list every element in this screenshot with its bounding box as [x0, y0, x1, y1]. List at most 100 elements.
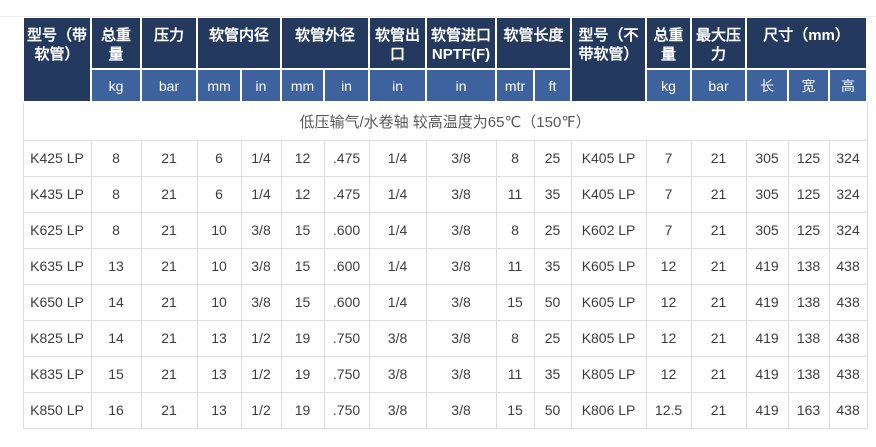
cell: 3/8	[425, 139, 497, 177]
col-header-hose-length: 软管长度	[495, 16, 573, 70]
col-header-hose-outer-diameter: 软管外径	[280, 16, 371, 70]
cell: 163	[787, 391, 830, 429]
cell: K806 LP	[570, 391, 647, 429]
cell: .600	[323, 283, 370, 321]
cell: 12	[645, 355, 692, 393]
cell: 438	[828, 391, 868, 429]
cell: 12.5	[645, 391, 692, 429]
cell: 19	[280, 355, 325, 393]
unit-ft: ft	[533, 68, 573, 103]
cell: 1/2	[240, 391, 282, 429]
cell: 21	[140, 247, 198, 285]
header-row-units: kg bar mm in mm in in in mtr ft kg bar 长…	[23, 68, 869, 103]
cell: 21	[690, 283, 747, 321]
cell: 14	[90, 319, 142, 357]
unit-kg-2: kg	[645, 68, 693, 103]
unit-width: 宽	[787, 68, 831, 103]
cell: 11	[495, 355, 535, 393]
cell: 6	[196, 139, 242, 177]
col-header-dimensions: 尺寸（mm）	[745, 16, 869, 70]
cell: 12	[280, 175, 325, 213]
unit-mm-id: mm	[196, 68, 242, 103]
cell: K650 LP	[22, 283, 92, 321]
cell: 21	[690, 247, 747, 285]
col-header-model-without-hose: 型号（不带软管）	[570, 16, 648, 103]
cell: K850 LP	[22, 391, 92, 429]
cell: 16	[90, 391, 142, 429]
unit-length: 长	[745, 68, 790, 103]
cell: K605 LP	[570, 283, 647, 321]
cell: .600	[323, 247, 370, 285]
cell: 12	[645, 319, 692, 357]
cell: 125	[787, 175, 830, 213]
banner-row: 低压输气/水卷轴 较高温度为65℃（150℉）	[22, 102, 868, 141]
cell: 13	[90, 247, 142, 285]
spec-table-body: 低压输气/水卷轴 较高温度为65℃（150℉） K425 LP 8 21 6 1/4 12…	[22, 102, 868, 429]
cell: 19	[280, 319, 325, 357]
cell: 3/8	[425, 319, 497, 357]
cell: 1/4	[240, 139, 282, 177]
cell: 1/4	[368, 211, 427, 249]
cell: 35	[533, 355, 572, 393]
cell: 6	[196, 175, 242, 213]
cell: 13	[196, 355, 242, 393]
table-row: K850 LP 16 21 13 1/2 19.750 3/8 3/8 15 50 K806 LP 1…	[22, 391, 868, 429]
cell: K625 LP	[22, 211, 92, 249]
cell: 21	[690, 355, 747, 393]
cell: 3/8	[240, 247, 282, 285]
cell: 305	[745, 139, 789, 177]
cell: 324	[828, 175, 868, 213]
cell: 3/8	[425, 355, 497, 393]
cell: 7	[645, 175, 692, 213]
col-header-total-weight-2: 总重量	[645, 16, 693, 70]
cell: 21	[140, 139, 198, 177]
unit-bar-2: bar	[690, 68, 748, 103]
spec-table: 型号（带软管） 总重量 压力 软管内径 软管外径 软管出口 软管进口 NPTF(…	[22, 16, 869, 429]
cell: 21	[140, 211, 198, 249]
cell: 419	[745, 247, 789, 285]
cell: 438	[828, 319, 868, 357]
cell: 438	[828, 247, 868, 285]
cell: 3/8	[368, 355, 427, 393]
cell: 3/8	[368, 319, 427, 357]
table-header: 型号（带软管） 总重量 压力 软管内径 软管外径 软管出口 软管进口 NPTF(…	[22, 16, 869, 103]
cell: 12	[645, 283, 692, 321]
cell: 8	[90, 139, 142, 177]
cell: 8	[495, 139, 535, 177]
table-row: K835 LP 15 21 13 1/2 19.750 3/8 3/8 11 35 K805 LP 1…	[22, 355, 868, 393]
col-header-total-weight: 总重量	[90, 16, 142, 70]
cell: 3/8	[425, 283, 497, 321]
cell: 125	[787, 139, 830, 177]
cell: K435 LP	[22, 175, 92, 213]
cell: 21	[690, 139, 747, 177]
cell: .750	[323, 391, 370, 429]
cell: 305	[745, 175, 789, 213]
cell: 10	[196, 211, 242, 249]
cell: 324	[828, 139, 868, 177]
col-header-hose-inner-diameter: 软管内径	[195, 16, 283, 70]
cell: .475	[323, 175, 370, 213]
cell: 1/4	[368, 139, 427, 177]
cell: 1/2	[240, 319, 282, 357]
cell: 25	[533, 139, 572, 177]
cell: 21	[690, 175, 747, 213]
cell: K602 LP	[570, 211, 647, 249]
cell: 419	[745, 283, 789, 321]
cell: K425 LP	[22, 139, 92, 177]
cell: 438	[828, 283, 868, 321]
cell: 35	[533, 175, 572, 213]
unit-in-inlet: in	[425, 68, 498, 103]
cell: 8	[90, 211, 142, 249]
col-header-hose-outlet: 软管出口	[368, 16, 428, 70]
cell: 1/4	[368, 283, 427, 321]
cell: .750	[323, 319, 370, 357]
cell: 3/8	[425, 211, 497, 249]
unit-in-od: in	[323, 68, 371, 103]
cell: 11	[495, 247, 535, 285]
cell: 3/8	[425, 247, 497, 285]
cell: 21	[140, 283, 198, 321]
unit-kg: kg	[90, 68, 142, 103]
cell: 21	[690, 391, 747, 429]
cell: 3/8	[240, 283, 282, 321]
cell: 7	[645, 139, 692, 177]
